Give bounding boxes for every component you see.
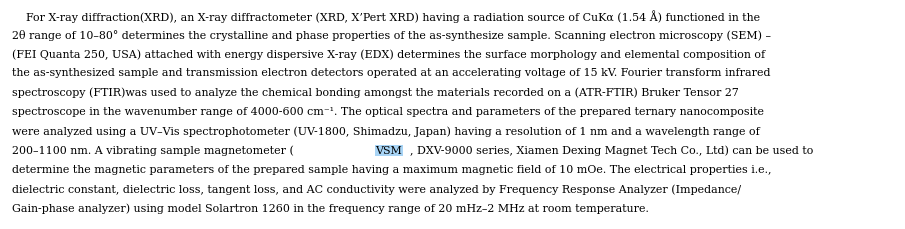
Text: 2θ range of 10–80° determines the crystalline and phase properties of the as-syn: 2θ range of 10–80° determines the crysta… xyxy=(12,30,771,41)
Text: Gain-phase analyzer) using model Solartron 1260 in the frequency range of 20 mHz: Gain-phase analyzer) using model Solartr… xyxy=(12,204,649,214)
Text: determine the magnetic parameters of the prepared sample having a maximum magnet: determine the magnetic parameters of the… xyxy=(12,165,771,175)
Text: were analyzed using a UV–Vis spectrophotometer (UV-1800, Shimadzu, Japan) having: were analyzed using a UV–Vis spectrophot… xyxy=(12,126,759,137)
Text: (FEI Quanta 250, USA) attached with energy dispersive X-ray (EDX) determines the: (FEI Quanta 250, USA) attached with ener… xyxy=(12,49,765,60)
Text: dielectric constant, dielectric loss, tangent loss, and AC conductivity were ana: dielectric constant, dielectric loss, ta… xyxy=(12,185,741,195)
Text: the as-synthesized sample and transmission electron detectors operated at an acc: the as-synthesized sample and transmissi… xyxy=(12,68,770,78)
Text: 200–1100 nm. A vibrating sample magnetometer (: 200–1100 nm. A vibrating sample magnetom… xyxy=(12,146,293,156)
Text: spectroscopy (FTIR)was used to analyze the chemical bonding amongst the material: spectroscopy (FTIR)was used to analyze t… xyxy=(12,88,738,98)
Text: VSM: VSM xyxy=(376,146,402,156)
Text: For X-ray diffraction(XRD), an X-ray diffractometer (XRD, X’Pert XRD) having a r: For X-ray diffraction(XRD), an X-ray dif… xyxy=(12,10,760,23)
Text: , DXV-9000 series, Xiamen Dexing Magnet Tech Co., Ltd) can be used to: , DXV-9000 series, Xiamen Dexing Magnet … xyxy=(410,146,814,156)
Text: spectroscope in the wavenumber range of 4000-600 cm⁻¹. The optical spectra and p: spectroscope in the wavenumber range of … xyxy=(12,107,764,117)
